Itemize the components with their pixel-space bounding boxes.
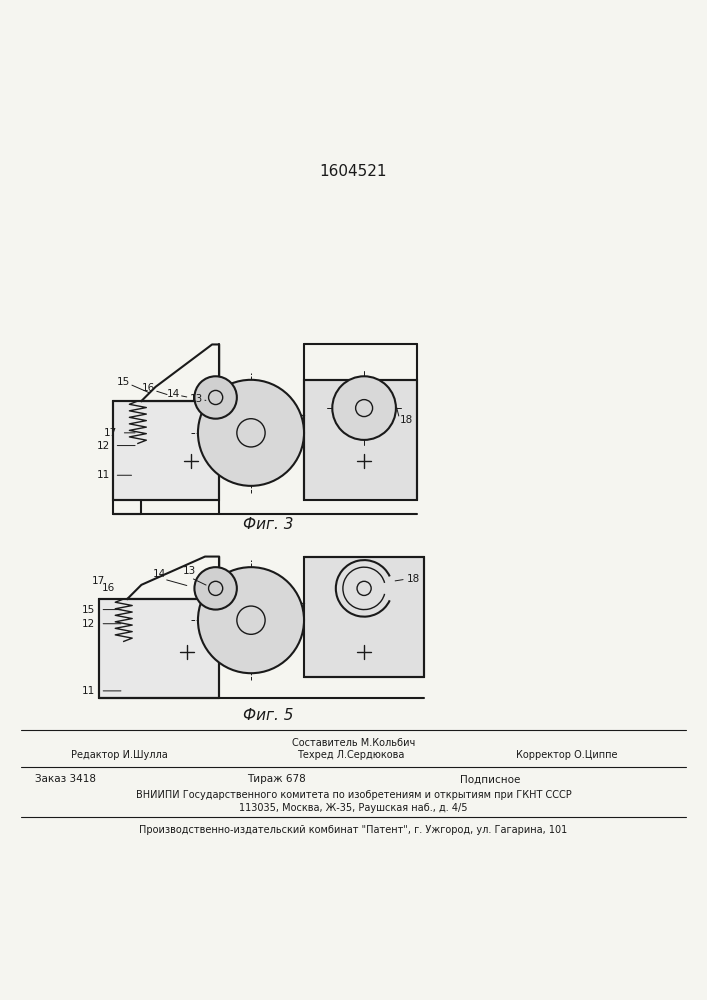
Text: 1604521: 1604521 (320, 164, 387, 179)
Text: 113035, Москва, Ж-35, Раушская наб., д. 4/5: 113035, Москва, Ж-35, Раушская наб., д. … (239, 803, 468, 813)
Bar (113, 401, 219, 500)
Text: 14: 14 (153, 569, 165, 579)
Text: ВНИИПИ Государственного комитета по изобретениям и открытиям при ГКНТ СССР: ВНИИПИ Государственного комитета по изоб… (136, 790, 571, 800)
Bar (304, 557, 424, 677)
Circle shape (198, 380, 304, 486)
Text: 14: 14 (167, 389, 180, 399)
Text: Фиг. 5: Фиг. 5 (243, 708, 294, 723)
Text: 13: 13 (190, 394, 203, 404)
Text: 16: 16 (102, 583, 115, 593)
Text: Редактор И.Шулла: Редактор И.Шулла (71, 750, 168, 760)
Text: 17: 17 (103, 428, 117, 438)
Circle shape (332, 376, 396, 440)
Text: 18: 18 (407, 574, 420, 584)
Bar (99, 599, 219, 698)
Text: 15: 15 (117, 377, 130, 387)
Text: Производственно-издательский комбинат "Патент", г. Ужгород, ул. Гагарина, 101: Производственно-издательский комбинат "П… (139, 825, 568, 835)
Text: 18: 18 (399, 415, 413, 425)
Circle shape (194, 567, 237, 610)
Text: 12: 12 (96, 441, 110, 451)
Text: Подписное: Подписное (460, 774, 520, 784)
Text: 11: 11 (82, 686, 95, 696)
Text: Фиг. 3: Фиг. 3 (243, 517, 294, 532)
Text: 13: 13 (183, 566, 196, 576)
Text: Заказ 3418: Заказ 3418 (35, 774, 96, 784)
Circle shape (194, 376, 237, 419)
Text: Тираж 678: Тираж 678 (247, 774, 306, 784)
Text: 17: 17 (91, 576, 105, 586)
Bar (304, 380, 417, 500)
Circle shape (198, 567, 304, 673)
Text: 12: 12 (82, 619, 95, 629)
Text: 11: 11 (96, 470, 110, 480)
Text: Корректор О.Циппе: Корректор О.Циппе (516, 750, 618, 760)
Text: 16: 16 (142, 383, 155, 393)
Text: 15: 15 (82, 605, 95, 615)
Text: Составитель М.Кольбич: Составитель М.Кольбич (292, 738, 415, 748)
Text: Техред Л.Сердюкова: Техред Л.Сердюкова (297, 750, 404, 760)
